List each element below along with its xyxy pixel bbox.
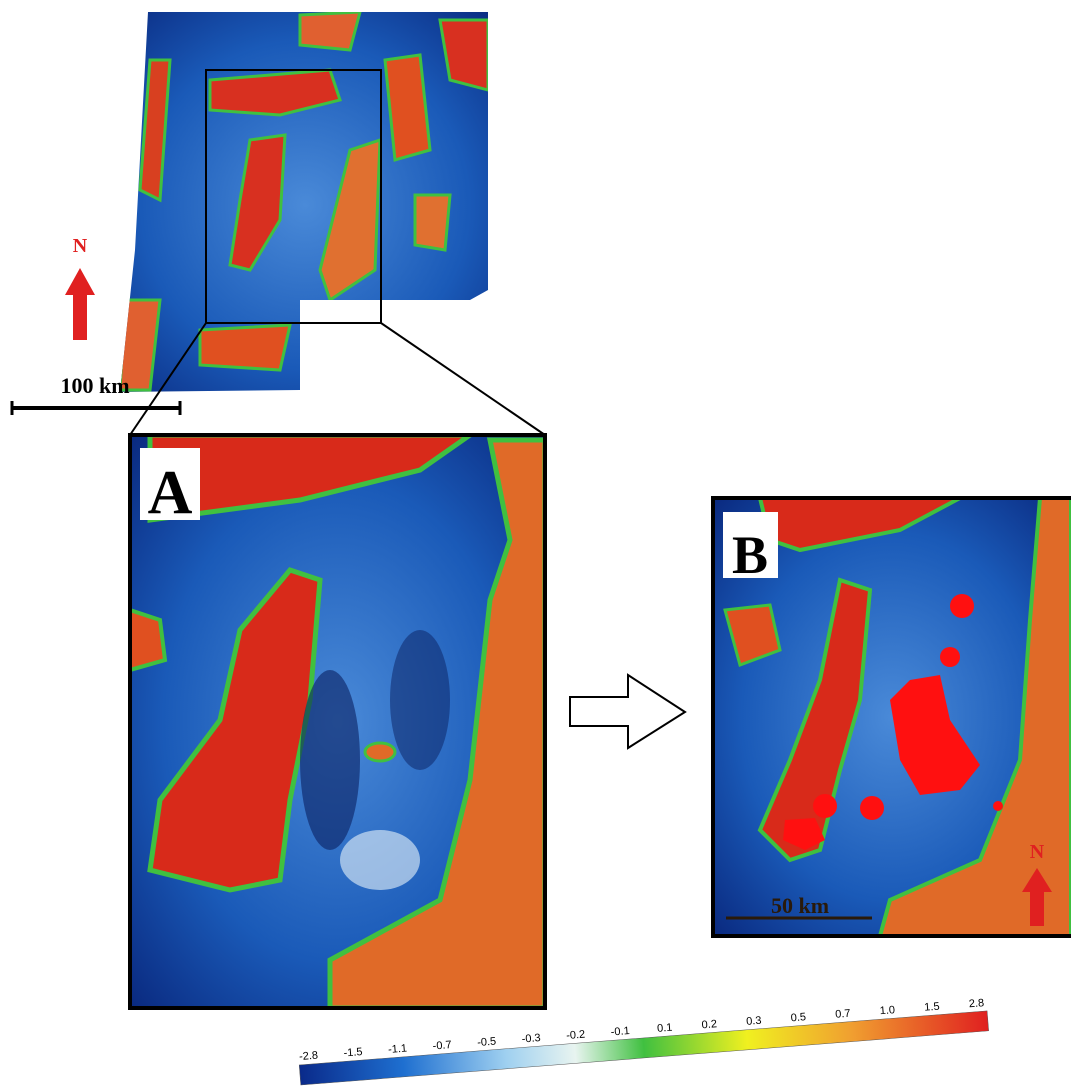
colorbar-label: 0.7 (835, 1008, 851, 1021)
transition-arrow (570, 675, 685, 748)
north-label: N (73, 235, 88, 257)
colorbar: -2.8 -1.5 -1.1 -0.7 -0.5 -0.3 -0.2 -0.1 0.1 0.2 0.… (298, 997, 989, 1085)
colorbar-label: 0.1 (657, 1022, 673, 1035)
page: {"overview": {"north": "N", "scale": "10… (0, 0, 1071, 1092)
panel-b-label: B (732, 525, 768, 585)
colorbar-label: 0.3 (746, 1015, 762, 1028)
colorbar-label: 1.0 (879, 1004, 895, 1017)
colorbar-label: 0.2 (701, 1018, 717, 1031)
colorbar-label: -1.1 (388, 1043, 408, 1056)
scale-label: 100 km (60, 373, 129, 398)
colorbar-label: -2.8 (299, 1050, 319, 1063)
figure: N 100 km A B 50 km N (0, 0, 1071, 1092)
colorbar-label: -0.3 (521, 1032, 541, 1045)
panel-b-scale-label: 50 km (771, 893, 829, 918)
panel-b-north-label: N (1030, 841, 1045, 863)
colorbar-label: -0.2 (566, 1029, 586, 1042)
colorbar-label: 2.8 (968, 997, 984, 1010)
colorbar-label: -0.7 (432, 1039, 452, 1052)
colorbar-label: -1.5 (343, 1046, 363, 1059)
colorbar-label: -0.1 (610, 1025, 630, 1038)
colorbar-label: -0.5 (477, 1036, 497, 1049)
colorbar-label: 1.5 (924, 1001, 940, 1014)
colorbar-label: 0.5 (790, 1011, 806, 1024)
zoom-line (381, 323, 545, 435)
north-arrow (65, 268, 95, 340)
panel-a-label: A (148, 459, 193, 527)
overview-map (110, 10, 500, 400)
